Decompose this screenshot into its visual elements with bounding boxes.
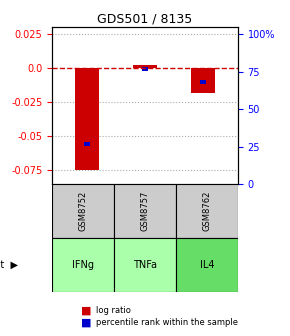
Text: percentile rank within the sample: percentile rank within the sample: [96, 318, 238, 327]
Bar: [133, 65, 157, 68]
Text: GSM8757: GSM8757: [140, 191, 150, 232]
FancyBboxPatch shape: [52, 238, 114, 292]
Text: TNFa: TNFa: [133, 260, 157, 270]
Text: ■: ■: [81, 318, 92, 328]
Text: IL4: IL4: [200, 260, 214, 270]
FancyBboxPatch shape: [114, 238, 176, 292]
Text: GSM8762: GSM8762: [202, 191, 211, 232]
Text: log ratio: log ratio: [96, 306, 130, 315]
Bar: [75, 68, 99, 170]
Bar: [84, 142, 90, 146]
FancyBboxPatch shape: [176, 184, 238, 238]
Text: GSM8752: GSM8752: [79, 191, 88, 232]
FancyBboxPatch shape: [176, 238, 238, 292]
FancyBboxPatch shape: [114, 184, 176, 238]
Title: GDS501 / 8135: GDS501 / 8135: [97, 13, 193, 26]
Bar: [200, 80, 206, 84]
Text: IFNg: IFNg: [72, 260, 94, 270]
Bar: [142, 67, 148, 71]
Bar: [191, 68, 215, 92]
FancyBboxPatch shape: [52, 184, 114, 238]
Text: ■: ■: [81, 306, 92, 316]
Text: agent  ▶: agent ▶: [0, 260, 18, 270]
